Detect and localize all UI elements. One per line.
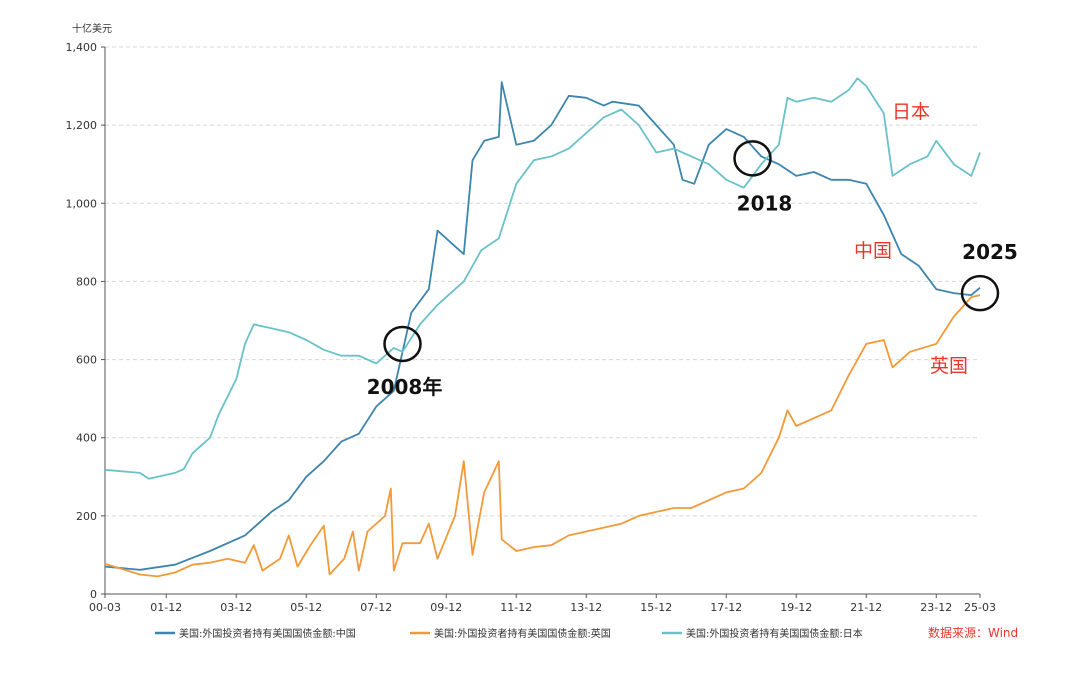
annotation-circle [960,274,1000,312]
x-tick-label: 01-12 [150,601,182,614]
series-line-1 [104,294,981,578]
legend-label: 美国:外国投资者持有美国国债金额:英国 [434,627,611,640]
source-note: 数据来源：Wind [928,625,1018,640]
y-axis-unit: 十亿美元 [72,22,112,35]
x-tick-label: 13-12 [570,601,602,614]
x-tick-label: 00-03 [89,601,121,614]
x-tick-label: 17-12 [710,601,742,614]
grid [105,46,980,517]
series-line-2 [104,77,981,480]
y-tick-label: 800 [76,275,97,288]
x-tick-label: 21-12 [850,601,882,614]
x-tick-label: 23-12 [920,601,952,614]
x-tick-label: 03-12 [220,601,252,614]
annotation-label: 2025 [962,240,1018,264]
annotation-circle [733,140,772,177]
annotation-label: 2018 [737,191,793,215]
annotations: 2008年 2018 2025 [367,140,1018,399]
y-tick-label: 1,000 [66,197,98,210]
series-line-0 [104,81,981,571]
annotation-circle [383,325,422,363]
legend-label: 美国:外国投资者持有美国国债金额:中国 [179,627,356,640]
legend-label: 美国:外国投资者持有美国国债金额:日本 [686,627,863,640]
y-tick-label: 400 [76,432,97,445]
x-tick-label: 09-12 [430,601,462,614]
y-tick-label: 1,200 [66,119,98,132]
annotation-label: 2008年 [367,375,443,399]
series-lines [104,77,981,578]
x-tick-label: 25-03 [964,601,996,614]
x-tick-label: 19-12 [780,601,812,614]
x-tick-label: 11-12 [500,601,532,614]
series-label: 英国 [930,355,968,377]
axes: 0 200 400 600 800 1,000 1,200 1,400 00-03 01-12 03… [66,41,996,614]
series-label: 中国 [854,240,892,262]
legend: 美国:外国投资者持有美国国债金额:中国 美国:外国投资者持有美国国债金额:英国 美国… [155,627,863,640]
y-tick-label: 1,400 [66,41,98,54]
x-tick-label: 07-12 [360,601,392,614]
y-tick-label: 600 [76,354,97,367]
x-tick-label: 05-12 [290,601,322,614]
y-tick-label: 200 [76,510,97,523]
series-label: 日本 [892,101,930,123]
y-tick-label: 0 [90,588,97,601]
x-tick-label: 15-12 [640,601,672,614]
